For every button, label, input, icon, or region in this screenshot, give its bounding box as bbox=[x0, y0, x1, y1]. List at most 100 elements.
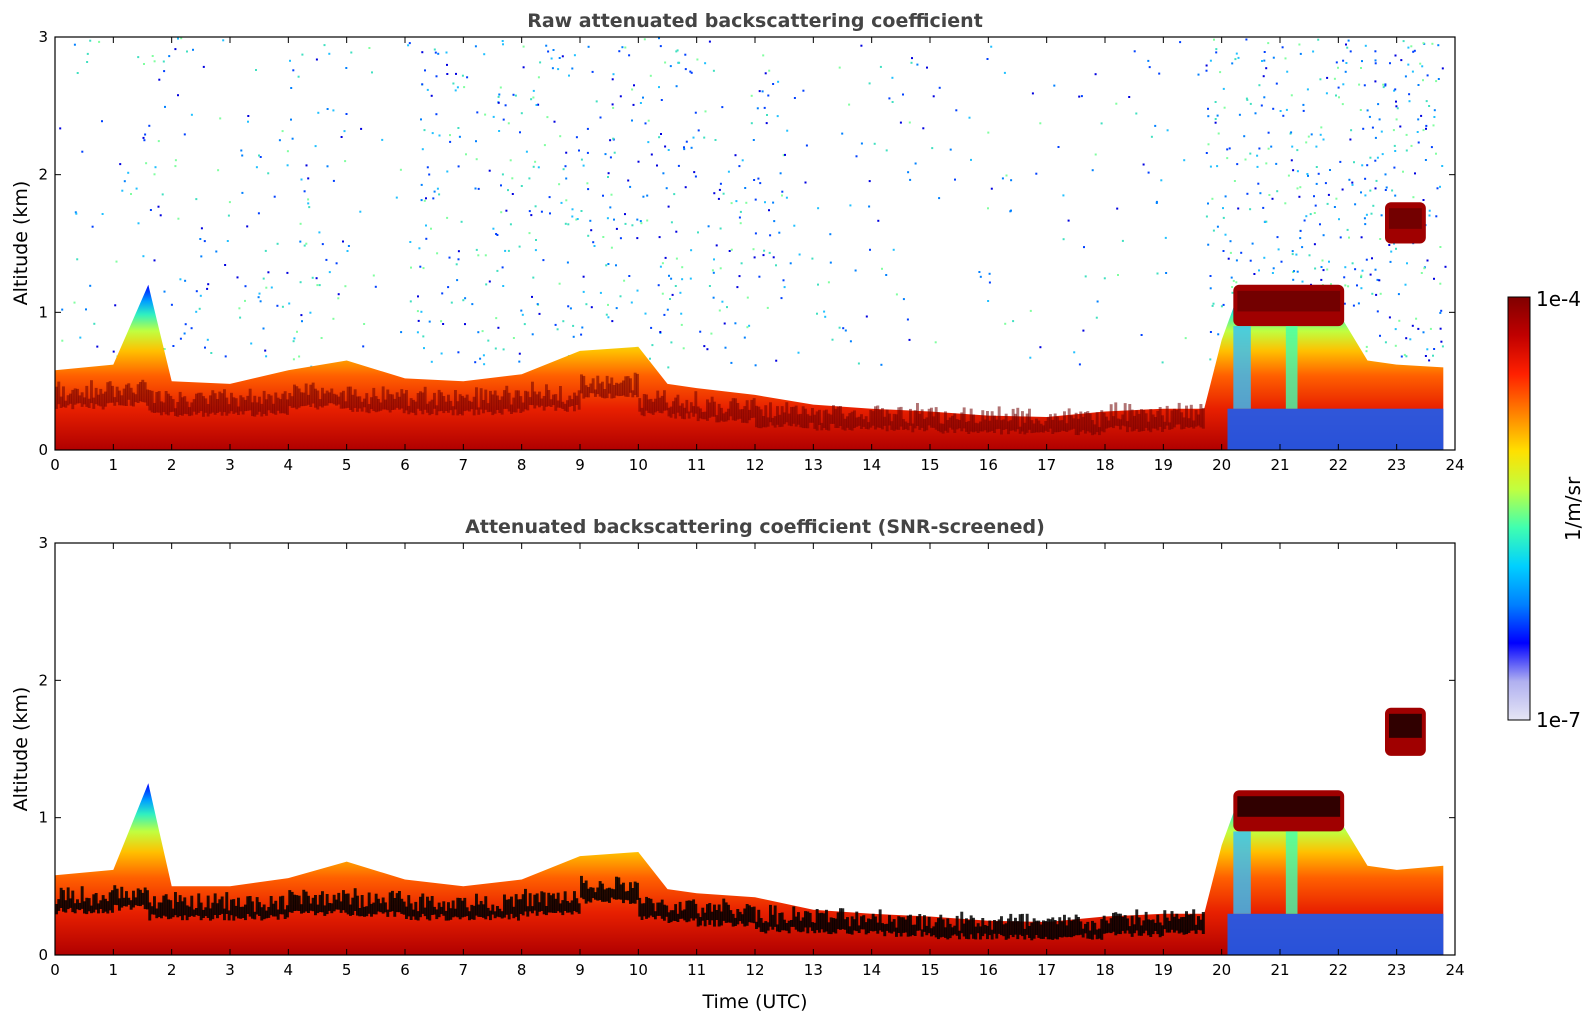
core-streak bbox=[293, 894, 296, 911]
noise-dot bbox=[611, 78, 614, 81]
noise-dot bbox=[1425, 124, 1428, 127]
core-streak bbox=[169, 395, 173, 413]
core-streak bbox=[850, 411, 854, 431]
core-streak bbox=[1158, 407, 1162, 427]
noise-dot bbox=[290, 87, 293, 89]
core-streak bbox=[377, 399, 380, 412]
core-streak bbox=[941, 423, 945, 434]
noise-dot bbox=[502, 118, 505, 121]
core-streak bbox=[1142, 920, 1146, 934]
noise-dot bbox=[1209, 59, 1212, 62]
core-streak bbox=[360, 895, 364, 917]
core-streak bbox=[407, 405, 411, 415]
core-streak bbox=[62, 386, 65, 407]
core-streak bbox=[1002, 924, 1006, 937]
noise-dot bbox=[86, 52, 89, 55]
core-streak bbox=[442, 396, 446, 414]
noise-dot bbox=[1315, 182, 1318, 185]
core-streak bbox=[729, 910, 733, 923]
noise-dot bbox=[711, 269, 714, 272]
noise-dot bbox=[781, 194, 783, 197]
core-streak bbox=[967, 421, 971, 434]
noise-dot bbox=[689, 277, 692, 280]
core-streak bbox=[451, 900, 455, 918]
noise-dot bbox=[1010, 209, 1012, 212]
core-streak bbox=[580, 875, 583, 898]
noise-dot bbox=[658, 236, 661, 239]
core-streak bbox=[1079, 411, 1083, 432]
noise-dot bbox=[885, 149, 888, 152]
noise-dot bbox=[675, 85, 678, 88]
noise-dot bbox=[575, 136, 578, 139]
noise-dot bbox=[198, 307, 201, 310]
core-streak bbox=[171, 908, 175, 918]
core-streak bbox=[1137, 413, 1141, 432]
noise-dot bbox=[286, 150, 289, 153]
noise-dot bbox=[817, 283, 819, 286]
noise-dot bbox=[1394, 150, 1397, 152]
noise-dot bbox=[81, 150, 84, 153]
noise-dot bbox=[1213, 38, 1215, 41]
noise-dot bbox=[1215, 48, 1218, 51]
noise-dot bbox=[1428, 359, 1431, 362]
x-tick-label: 1 bbox=[109, 961, 119, 979]
noise-dot bbox=[1230, 276, 1233, 279]
core-streak bbox=[309, 384, 313, 407]
noise-dot bbox=[1147, 59, 1150, 62]
noise-dot bbox=[766, 114, 768, 116]
core-streak bbox=[206, 895, 210, 918]
noise-dot bbox=[753, 179, 756, 181]
y-tick-label: 1 bbox=[38, 303, 48, 321]
core-streak bbox=[185, 905, 189, 921]
noise-dot bbox=[422, 335, 425, 338]
noise-dot bbox=[509, 159, 512, 162]
core-streak bbox=[148, 902, 152, 921]
core-streak bbox=[57, 899, 61, 911]
core-streak bbox=[658, 902, 662, 916]
core-streak bbox=[491, 394, 495, 416]
noise-dot bbox=[446, 216, 449, 219]
noise-dot bbox=[1437, 78, 1440, 80]
core-streak bbox=[1133, 415, 1136, 431]
noise-dot bbox=[1426, 74, 1429, 77]
noise-dot bbox=[137, 222, 140, 225]
noise-dot bbox=[1374, 59, 1377, 62]
noise-dot bbox=[690, 71, 693, 74]
core-streak bbox=[1130, 409, 1134, 432]
noise-dot bbox=[325, 258, 328, 261]
noise-dot bbox=[895, 293, 898, 296]
core-streak bbox=[832, 405, 835, 424]
core-streak bbox=[1201, 912, 1205, 934]
noise-dot bbox=[278, 139, 281, 142]
noise-dot bbox=[1357, 302, 1360, 305]
noise-dot bbox=[408, 42, 411, 45]
core-streak bbox=[395, 392, 399, 408]
core-streak bbox=[619, 884, 623, 900]
core-streak bbox=[937, 412, 940, 432]
core-streak bbox=[225, 397, 229, 416]
core-streak bbox=[568, 395, 572, 407]
noise-dot bbox=[1083, 246, 1085, 249]
noise-dot bbox=[1209, 358, 1212, 361]
noise-dot bbox=[619, 237, 622, 240]
noise-dot bbox=[343, 130, 346, 133]
noise-dot bbox=[463, 86, 466, 89]
core-streak bbox=[834, 918, 838, 934]
noise-dot bbox=[1417, 327, 1420, 330]
core-streak bbox=[87, 398, 91, 408]
core-streak bbox=[610, 888, 614, 898]
x-tick-label: 20 bbox=[1212, 961, 1231, 979]
noise-dot bbox=[1362, 127, 1365, 130]
core-streak bbox=[552, 394, 555, 406]
noise-dot bbox=[1224, 195, 1227, 198]
noise-dot bbox=[1347, 285, 1350, 288]
core-streak bbox=[808, 912, 812, 928]
core-streak bbox=[269, 896, 273, 916]
core-streak bbox=[589, 383, 593, 394]
core-streak bbox=[948, 923, 952, 939]
noise-dot bbox=[587, 234, 590, 237]
noise-dot bbox=[1229, 251, 1232, 254]
cloud-column bbox=[1285, 326, 1298, 409]
noise-dot bbox=[157, 140, 160, 143]
noise-dot bbox=[215, 250, 218, 253]
